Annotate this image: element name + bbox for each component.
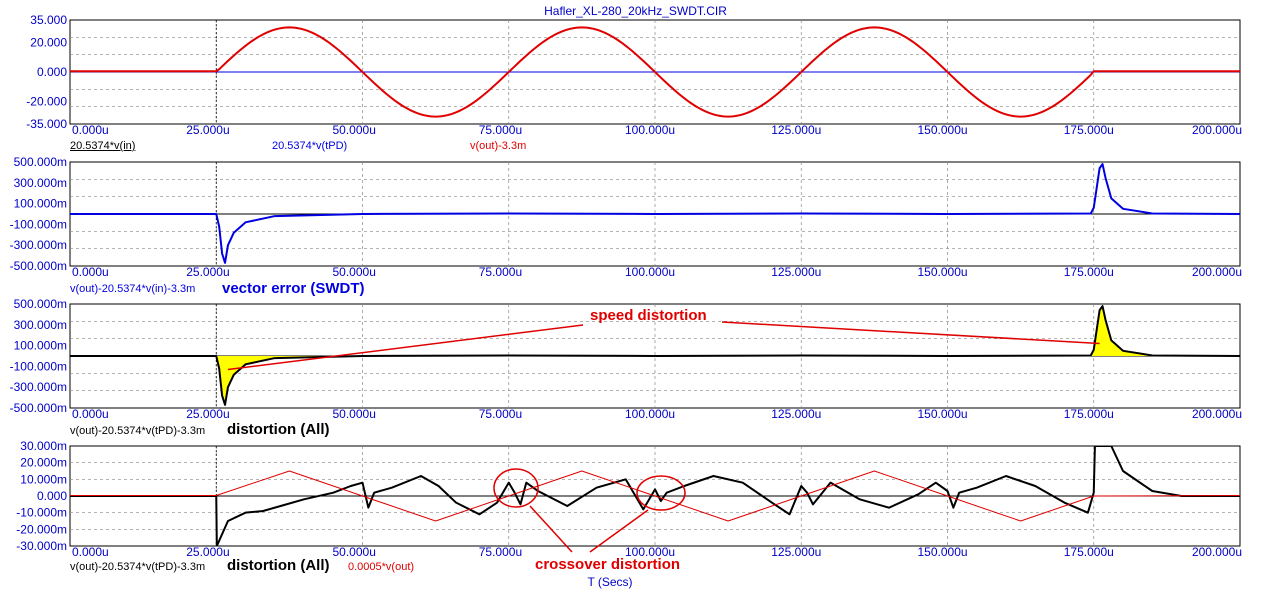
x-tick-label: 50.000u — [333, 545, 376, 559]
y-tick-label: 100.000m — [14, 197, 67, 211]
x-tick-label: 0.000u — [72, 407, 109, 421]
x-tick-label: 200.000u — [1192, 545, 1242, 559]
y-tick-label: -30.000m — [16, 539, 67, 553]
series-line-2-0 — [70, 305, 1240, 406]
y-tick-label: 35.000 — [30, 13, 67, 27]
x-tick-label: 175.000u — [1064, 545, 1114, 559]
x-tick-label: 200.000u — [1192, 407, 1242, 421]
x-tick-label: 175.000u — [1064, 123, 1114, 137]
y-tick-label: 30.000m — [20, 439, 67, 453]
y-tick-label: -10.000m — [16, 506, 67, 520]
x-tick-label: 175.000u — [1064, 407, 1114, 421]
y-tick-label: 500.000m — [14, 297, 67, 311]
x-tick-label: 25.000u — [186, 545, 229, 559]
y-tick-label: 300.000m — [14, 176, 67, 190]
x-tick-label: 75.000u — [479, 265, 522, 279]
series-vout-line — [70, 26, 1240, 118]
x-tick-label: 25.000u — [186, 265, 229, 279]
x-tick-label: 25.000u — [186, 123, 229, 137]
speed-distortion-arrow-left — [227, 324, 584, 371]
crossover-circle-2 — [636, 475, 686, 511]
x-tick-label: 100.000u — [625, 265, 675, 279]
y-tick-label: 100.000m — [14, 339, 67, 353]
x-tick-label: 125.000u — [771, 123, 821, 137]
y-tick-label: -100.000m — [10, 359, 67, 373]
x-tick-label: 0.000u — [72, 265, 109, 279]
x-tick-label: 100.000u — [625, 123, 675, 137]
x-tick-label: 100.000u — [625, 407, 675, 421]
y-tick-label: 20.000 — [30, 35, 67, 49]
crossover-arrow-2 — [589, 509, 649, 553]
y-tick-label: 300.000m — [14, 318, 67, 332]
y-tick-label: -500.000m — [10, 401, 67, 415]
x-tick-label: 125.000u — [771, 545, 821, 559]
y-tick-label: 10.000m — [20, 472, 67, 486]
x-tick-label: 150.000u — [918, 265, 968, 279]
x-tick-label: 75.000u — [479, 123, 522, 137]
x-tick-label: 0.000u — [72, 545, 109, 559]
y-tick-label: -500.000m — [10, 259, 67, 273]
x-tick-label: 25.000u — [186, 407, 229, 421]
x-tick-label: 50.000u — [333, 265, 376, 279]
y-tick-label: -35.000 — [26, 117, 67, 131]
series-line-3-1 — [70, 470, 1240, 522]
x-tick-label: 150.000u — [918, 545, 968, 559]
x-tick-label: 100.000u — [625, 545, 675, 559]
x-tick-label: 50.000u — [333, 407, 376, 421]
speed-distortion-arrow-right — [721, 321, 1100, 345]
x-tick-label: 175.000u — [1064, 265, 1114, 279]
crossover-arrow-1 — [529, 505, 573, 553]
x-tick-label: 150.000u — [918, 407, 968, 421]
y-tick-label: 500.000m — [14, 155, 67, 169]
y-tick-label: -20.000 — [26, 95, 67, 109]
y-tick-label: 20.000m — [20, 456, 67, 470]
x-tick-label: 125.000u — [771, 265, 821, 279]
x-tick-label: 150.000u — [918, 123, 968, 137]
x-tick-label: 0.000u — [72, 123, 109, 137]
y-tick-label: -20.000m — [16, 522, 67, 536]
series-line-1-0 — [70, 163, 1240, 264]
y-tick-label: 0.000 — [37, 489, 67, 503]
x-tick-label: 200.000u — [1192, 123, 1242, 137]
x-tick-label: 200.000u — [1192, 265, 1242, 279]
y-tick-label: -300.000m — [10, 238, 67, 252]
x-tick-label: 75.000u — [479, 407, 522, 421]
x-tick-label: 50.000u — [333, 123, 376, 137]
y-tick-label: -300.000m — [10, 380, 67, 394]
x-tick-label: 75.000u — [479, 545, 522, 559]
y-tick-label: 0.000 — [37, 65, 67, 79]
x-tick-label: 125.000u — [771, 407, 821, 421]
series-line-3-0 — [70, 446, 1240, 546]
y-tick-label: -100.000m — [10, 217, 67, 231]
crossover-circle-1 — [493, 468, 539, 508]
